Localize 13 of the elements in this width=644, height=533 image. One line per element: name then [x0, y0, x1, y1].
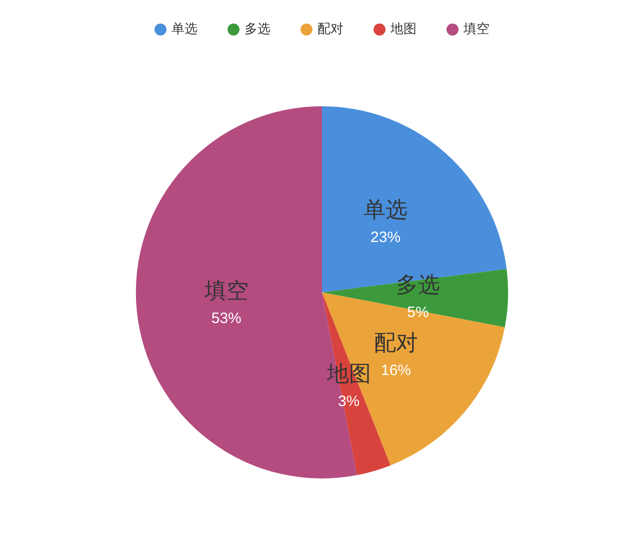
slice-label: 填空 — [203, 278, 248, 304]
legend-label: 多选 — [244, 22, 270, 37]
legend-label: 配对 — [318, 22, 344, 37]
data-label: 53% — [211, 310, 242, 327]
data-label: 3% — [338, 393, 360, 410]
legend-label: 单选 — [172, 22, 198, 37]
legend-label: 地图 — [390, 22, 416, 37]
data-label: 16% — [381, 362, 412, 380]
slice-label: 配对 — [374, 331, 418, 356]
slice-label: 单选 — [364, 198, 408, 223]
slice-label: 地图 — [326, 362, 371, 388]
data-label: 23% — [370, 228, 401, 246]
legend-label: 填空 — [462, 22, 490, 37]
